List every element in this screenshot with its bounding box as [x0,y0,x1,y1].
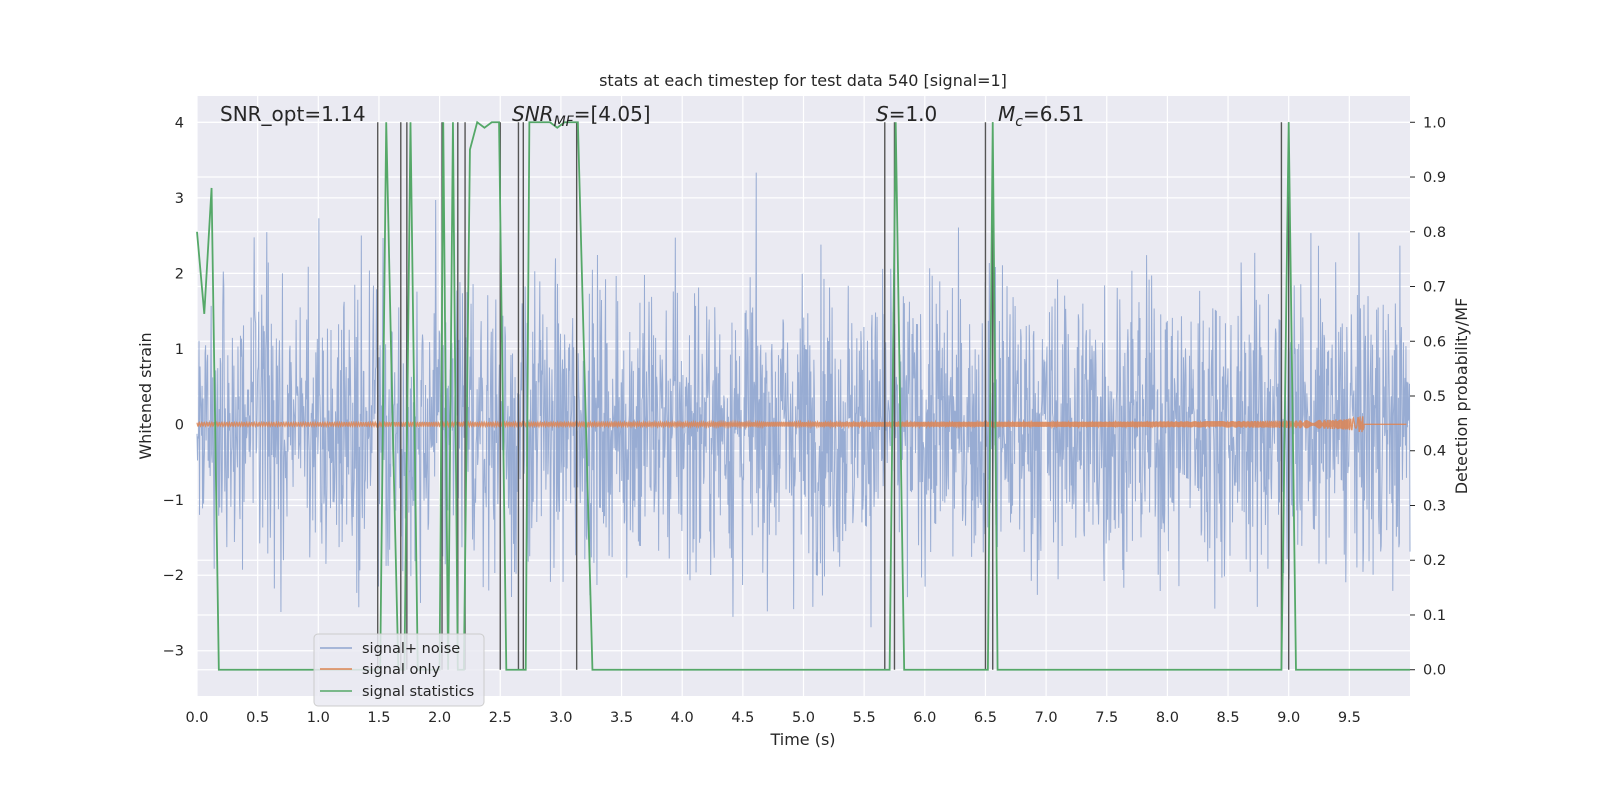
y2-tick-label: 0.2 [1423,553,1446,569]
annotation-mc-value: =6.51 [1023,102,1084,126]
annotation-mc-sub: c [1015,114,1023,130]
y2-tick-label: 0.7 [1423,280,1446,296]
x-tick-labels: 0.0 0.5 1.0 1.5 2.0 2.5 3.0 3.5 4.0 4.5 5.0 5.5 6.0 6… [185,710,1360,726]
y-tick-label: 2 [175,266,184,282]
annotation-snr-mf-sub: MF [554,114,575,130]
x-tick-label: 8.5 [1217,710,1240,726]
y2-tick-labels: 0.0 0.1 0.2 0.3 0.4 0.5 0.6 0.7 0.8 0.9 1.0 [1410,115,1446,679]
y-tick-label: 3 [175,191,184,207]
annotation-s-main: S [876,102,889,126]
annotation-snr-opt: SNR_opt=1.14 [220,102,366,126]
y-tick-label: −2 [163,568,184,584]
annotation-snr-mf: SNRMF=[4.05] [512,102,651,130]
signal-statistics-line [196,120,1410,671]
x-tick-label: 1.5 [367,710,390,726]
annotation-snr-mf-main: SNR [512,102,554,126]
x-tick-label: 5.0 [792,710,815,726]
chart-title: stats at each timestep for test data 540… [599,71,1007,90]
y2-tick-label: 0.8 [1423,225,1446,241]
legend-box [313,633,485,707]
x-tick-label: 9.0 [1277,710,1300,726]
y-tick-labels: −3 −2 −1 0 1 2 3 4 [163,115,184,659]
x-tick-label: 0.5 [246,710,269,726]
signal-statistics-series [196,120,1410,671]
y2-tick-label: 0.9 [1423,170,1446,186]
y-tick-label: −3 [163,644,184,660]
y2-tick-label: 0.6 [1423,334,1446,350]
x-tick-label: 6.5 [974,710,997,726]
y2-tick-label: 0.5 [1423,389,1446,405]
y-tick-label: −1 [163,493,184,509]
x-tick-label: 4.5 [731,710,754,726]
y2-tick-label: 1.0 [1423,115,1446,131]
y2-tick-label: 0.0 [1423,663,1446,679]
legend-label-signal-only: signal only [362,662,441,678]
x-tick-label: 1.0 [307,710,330,726]
y-axis-label: Whitened strain [136,332,155,459]
x-axis-label: Time (s) [769,730,835,749]
annotation-s-value: =1.0 [889,102,938,126]
x-tick-label: 2.0 [428,710,451,726]
x-tick-label: 5.5 [853,710,876,726]
annotation-snr-mf-value: =[4.05] [574,102,651,126]
x-tick-label: 9.5 [1338,710,1361,726]
y2-tick-label: 0.3 [1423,498,1446,514]
x-tick-label: 3.0 [549,710,572,726]
x-tick-label: 6.0 [913,710,936,726]
y2-tick-label: 0.4 [1423,444,1446,460]
x-tick-label: 8.0 [1156,710,1179,726]
annotation-s: S=1.0 [876,102,937,126]
signal-noise-line [196,172,1411,628]
x-tick-label: 0.0 [185,710,208,726]
y2-axis-label: Detection probability/MF [1452,298,1471,495]
x-tick-label: 7.5 [1095,710,1118,726]
legend-label-signal-noise: signal+ noise [362,641,460,657]
x-tick-label: 3.5 [610,710,633,726]
y-tick-label: 4 [175,115,184,131]
x-tick-label: 4.0 [671,710,694,726]
legend: signal+ noise signal only signal statist… [313,633,485,707]
legend-label-signal-statistics: signal statistics [362,684,474,700]
x-tick-label: 2.5 [489,710,512,726]
y-tick-label: 1 [175,342,184,358]
annotation-mc: Mc=6.51 [998,102,1084,130]
y-tick-label: 0 [175,417,184,433]
x-tick-label: 7.0 [1035,710,1058,726]
y2-tick-label: 0.1 [1423,608,1446,624]
grid [196,96,1410,696]
annotation-mc-main: M [998,102,1015,126]
signal-noise-series [196,172,1411,628]
